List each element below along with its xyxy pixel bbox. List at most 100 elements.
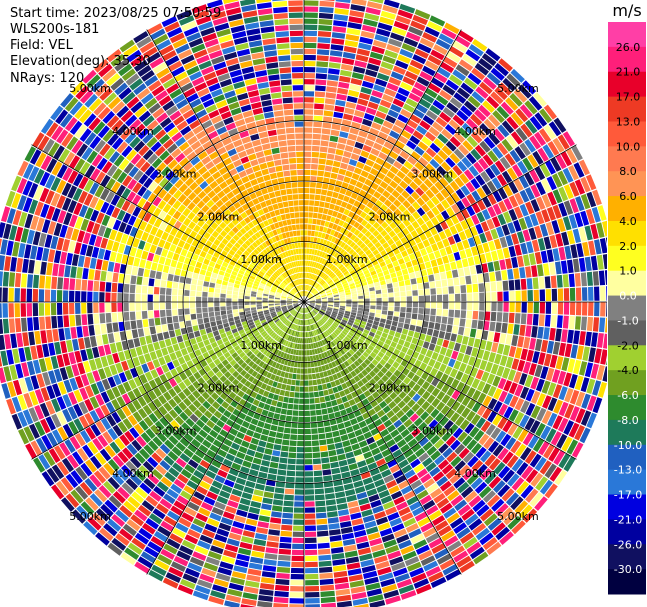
velocity-gate <box>473 551 489 565</box>
velocity-gate <box>323 116 333 123</box>
velocity-gate <box>498 465 511 479</box>
velocity-gate <box>337 422 345 430</box>
velocity-gate <box>304 85 315 91</box>
velocity-gate <box>361 332 368 338</box>
velocity-gate <box>429 185 440 195</box>
velocity-gate <box>141 310 148 319</box>
velocity-gate <box>394 292 400 297</box>
velocity-gate <box>502 247 510 259</box>
velocity-gate <box>129 284 136 294</box>
velocity-gate <box>318 548 331 555</box>
velocity-gate <box>323 274 328 280</box>
velocity-gate <box>348 349 355 356</box>
velocity-gate <box>487 494 501 508</box>
velocity-gate <box>369 168 379 176</box>
velocity-gate <box>403 376 411 385</box>
velocity-gate <box>147 294 153 302</box>
velocity-gate <box>331 32 346 39</box>
velocity-gate <box>323 324 328 330</box>
velocity-gate <box>487 410 498 423</box>
velocity-gate <box>57 277 64 290</box>
velocity-gate <box>316 512 327 519</box>
velocity-gate <box>322 208 329 215</box>
velocity-gate <box>597 205 607 221</box>
velocity-gate <box>393 226 401 234</box>
velocity-gate <box>315 323 319 329</box>
velocity-gate <box>352 274 359 280</box>
velocity-gate <box>343 45 357 54</box>
velocity-gate <box>377 379 385 387</box>
velocity-gate <box>263 559 277 566</box>
velocity-gate <box>81 302 87 314</box>
velocity-gate <box>135 285 142 294</box>
velocity-gate <box>305 573 319 580</box>
velocity-gate <box>514 347 523 359</box>
velocity-gate <box>412 130 424 140</box>
velocity-gate <box>406 307 412 313</box>
velocity-gate <box>532 314 539 326</box>
velocity-gate <box>467 237 476 248</box>
velocity-gate <box>248 443 258 451</box>
velocity-gate <box>556 433 568 449</box>
velocity-gate <box>405 185 415 195</box>
velocity-gate <box>461 407 471 419</box>
velocity-gate <box>326 80 338 87</box>
velocity-gate <box>309 304 315 307</box>
velocity-gate <box>316 518 328 525</box>
velocity-gate <box>399 414 409 424</box>
velocity-gate <box>81 314 88 326</box>
velocity-gate <box>373 116 385 125</box>
velocity-gate <box>272 499 284 506</box>
velocity-gate <box>459 560 475 573</box>
velocity-gate <box>363 18 378 27</box>
velocity-gate <box>374 334 381 340</box>
velocity-gate <box>455 64 470 77</box>
velocity-gate <box>315 298 321 301</box>
velocity-gate <box>400 263 407 270</box>
velocity-gate <box>267 473 277 481</box>
velocity-gate <box>332 275 338 281</box>
velocity-gate <box>569 374 578 389</box>
velocity-gate <box>414 161 425 172</box>
velocity-gate <box>453 233 461 243</box>
velocity-gate <box>306 254 309 260</box>
velocity-gate <box>458 326 465 336</box>
velocity-gate <box>317 277 322 283</box>
velocity-gate <box>382 293 388 298</box>
velocity-gate <box>508 346 517 358</box>
velocity-gate <box>401 250 408 258</box>
velocity-gate <box>466 284 473 293</box>
velocity-gate <box>364 381 372 390</box>
velocity-gate <box>575 302 582 316</box>
velocity-gate <box>109 251 117 262</box>
velocity-gate <box>397 424 407 433</box>
velocity-gate <box>317 384 323 391</box>
velocity-gate <box>365 249 372 256</box>
velocity-gate <box>252 432 261 440</box>
velocity-gate <box>606 360 607 366</box>
velocity-gate <box>581 287 588 301</box>
velocity-gate <box>309 242 314 249</box>
velocity-gate <box>419 494 432 506</box>
velocity-gate <box>305 561 318 568</box>
velocity-gate <box>563 302 570 315</box>
velocity-gate <box>330 284 336 289</box>
velocity-gate <box>574 375 584 391</box>
velocity-gate <box>454 499 468 512</box>
velocity-gate <box>424 26 440 38</box>
velocity-gate <box>544 314 551 327</box>
velocity-gate <box>599 317 606 333</box>
velocity-gate <box>263 403 271 411</box>
velocity-gate <box>501 170 513 184</box>
velocity-gate <box>304 459 313 465</box>
velocity-gate <box>444 332 452 341</box>
velocity-gate <box>327 74 339 81</box>
velocity-gate <box>332 26 347 33</box>
velocity-gate <box>519 203 529 217</box>
velocity-gate <box>345 308 351 312</box>
velocity-gate <box>328 281 334 286</box>
velocity-gate <box>232 291 239 295</box>
velocity-gate <box>342 251 348 257</box>
velocity-gate <box>190 313 197 320</box>
velocity-gate <box>533 92 547 107</box>
